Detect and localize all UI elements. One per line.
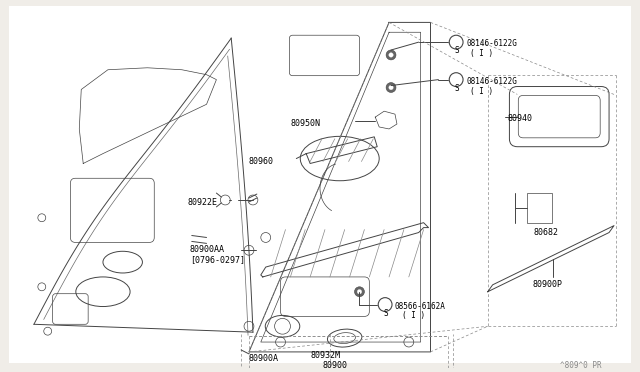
- Text: 80900AA: 80900AA: [190, 246, 225, 254]
- Circle shape: [389, 85, 393, 90]
- Text: 08146-6122G: 08146-6122G: [466, 39, 517, 48]
- Text: 80922E: 80922E: [188, 198, 218, 207]
- Text: 80900P: 80900P: [532, 280, 562, 289]
- Circle shape: [389, 53, 393, 57]
- Text: [0796-0297]: [0796-0297]: [190, 255, 244, 264]
- Bar: [527, 193, 552, 223]
- Text: 08566-6162A: 08566-6162A: [395, 302, 446, 311]
- Text: ( I ): ( I ): [470, 87, 493, 96]
- Circle shape: [386, 50, 396, 60]
- Text: 80682: 80682: [533, 228, 558, 237]
- Text: 80940: 80940: [508, 114, 532, 123]
- Text: 08146-6122G: 08146-6122G: [466, 77, 517, 86]
- Circle shape: [357, 289, 362, 294]
- Text: 80900A: 80900A: [249, 354, 279, 363]
- Text: ( I ): ( I ): [470, 49, 493, 58]
- Text: 80960: 80960: [249, 157, 274, 166]
- Circle shape: [355, 287, 364, 296]
- Text: 80950N: 80950N: [291, 119, 321, 128]
- Text: ( I ): ( I ): [402, 311, 425, 320]
- Circle shape: [386, 83, 396, 93]
- Text: ^809^0 PR: ^809^0 PR: [559, 361, 601, 370]
- Text: S: S: [454, 46, 459, 55]
- Text: S: S: [454, 84, 459, 93]
- Text: 80900: 80900: [323, 361, 348, 370]
- Text: 80932M: 80932M: [310, 351, 340, 360]
- Text: S: S: [383, 308, 388, 317]
